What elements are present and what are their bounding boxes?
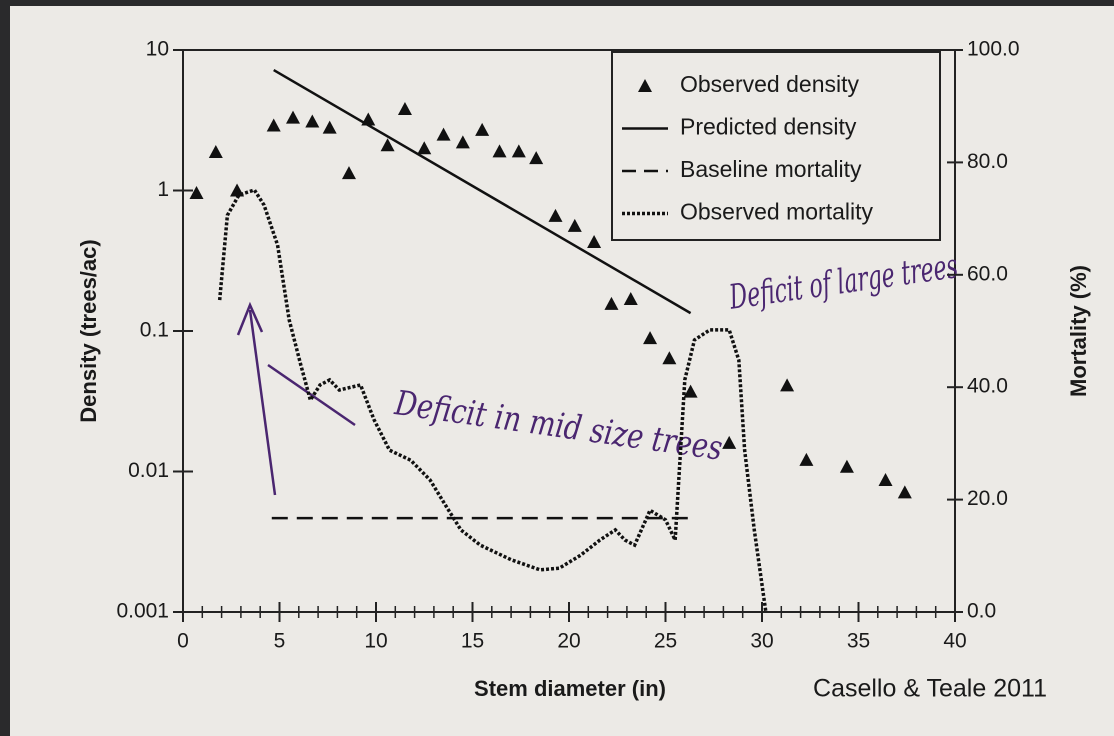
y2-tick-label: 100.0 <box>967 38 1020 61</box>
y2-tick-label: 40.0 <box>967 375 1008 398</box>
legend-label: Predicted density <box>680 114 857 140</box>
x-tick-label: 25 <box>654 630 677 653</box>
y2-tick-label: 80.0 <box>967 150 1008 173</box>
y2-tick-label: 20.0 <box>967 487 1008 510</box>
chart: Stem diameter (in) Density (trees/ac) Mo… <box>0 0 1114 736</box>
x-tick-label: 20 <box>557 630 580 653</box>
y-tick-label: 0.01 <box>128 459 169 482</box>
y2-tick-label: 0.0 <box>967 600 996 623</box>
x-tick-label: 35 <box>847 630 870 653</box>
y-tick-label: 0.1 <box>140 319 169 342</box>
x-tick-label: 10 <box>364 630 387 653</box>
x-axis-title: Stem diameter (in) <box>474 676 666 701</box>
x-tick-label: 0 <box>177 630 189 653</box>
paper <box>10 6 1114 736</box>
x-tick-label: 30 <box>750 630 773 653</box>
y-tick-label: 10 <box>146 38 169 61</box>
legend-label: Observed density <box>680 71 859 97</box>
legend-label: Observed mortality <box>680 199 874 225</box>
x-tick-label: 5 <box>274 630 286 653</box>
x-tick-label: 40 <box>943 630 966 653</box>
source: Casello & Teale 2011 <box>813 675 1047 703</box>
y-tick-label: 0.001 <box>116 600 169 623</box>
y2-tick-label: 60.0 <box>967 262 1008 285</box>
y2-axis-title: Mortality (%) <box>1066 265 1091 397</box>
legend-label: Baseline mortality <box>680 156 862 182</box>
y-tick-label: 1 <box>157 178 169 201</box>
x-tick-label: 15 <box>461 630 484 653</box>
y-axis-title: Density (trees/ac) <box>76 239 101 422</box>
